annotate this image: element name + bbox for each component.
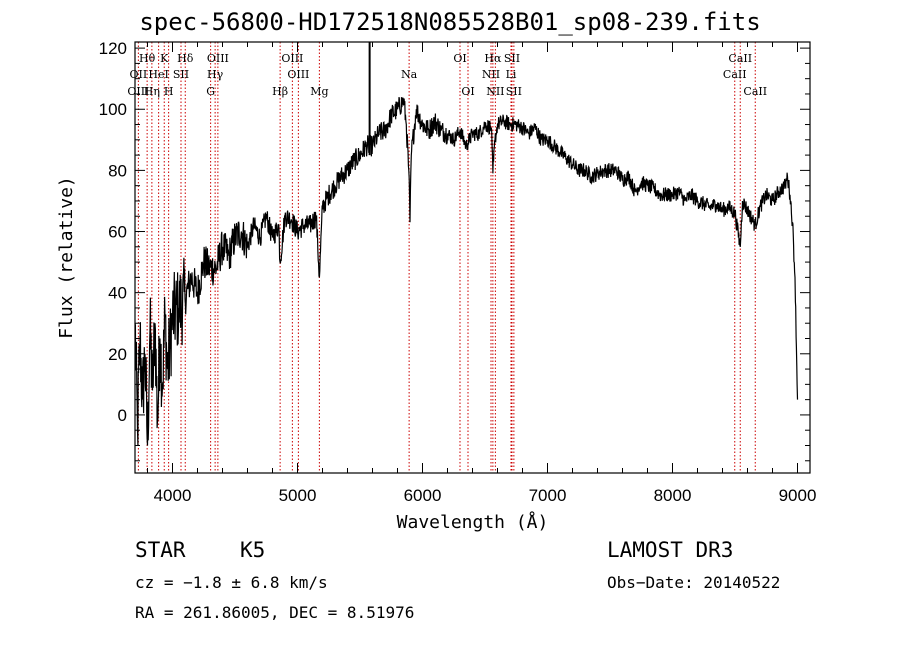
line-id-label: G xyxy=(206,85,215,98)
line-id-label: Hδ xyxy=(177,52,194,65)
line-id-label: Hγ xyxy=(207,68,224,81)
line-id-label: CaII xyxy=(743,85,767,98)
x-axis: 4000 5000 6000 7000 8000 9000 xyxy=(147,42,817,505)
y-tick-label: 40 xyxy=(108,284,127,303)
coordinates: RA = 261.86005, DEC = 8.51976 xyxy=(135,603,415,622)
y-tick-label: 100 xyxy=(99,100,127,119)
line-id-label: OIII xyxy=(287,68,309,81)
spectrum-series-line xyxy=(134,96,799,446)
x-tick-label: 7000 xyxy=(529,486,567,505)
line-id-label: OIII xyxy=(281,52,303,65)
object-class: STAR xyxy=(135,538,186,562)
y-tick-label: 60 xyxy=(108,223,127,242)
object-subclass: K5 xyxy=(240,538,266,562)
obs-date: Obs−Date: 20140522 xyxy=(607,573,781,592)
x-tick-label: 8000 xyxy=(654,486,692,505)
x-tick-label: 9000 xyxy=(779,486,817,505)
line-id-label: NII xyxy=(486,85,504,98)
line-id-label: Hθ xyxy=(139,52,156,65)
line-id-label: Hα xyxy=(484,52,502,65)
x-tick-label: 4000 xyxy=(154,486,192,505)
x-tick-label: 6000 xyxy=(404,486,442,505)
x-axis-label: Wavelength (Å) xyxy=(397,511,549,533)
plot-frame xyxy=(134,41,811,474)
y-tick-label: 20 xyxy=(108,345,127,364)
line-id-label: SII xyxy=(506,85,522,98)
y-axis: 0 20 40 60 80 100 120 xyxy=(99,39,810,462)
line-id-label: OI xyxy=(461,85,474,98)
line-id-label: Na xyxy=(401,68,418,81)
line-id-label: Hη xyxy=(144,85,160,98)
y-tick-label: 0 xyxy=(118,406,127,425)
line-id-label: OIII xyxy=(207,52,229,65)
x-tick-label: 5000 xyxy=(279,486,317,505)
line-id-label: Hβ xyxy=(272,85,288,98)
survey-name: LAMOST DR3 xyxy=(607,538,734,562)
line-id-label: Li xyxy=(506,68,517,81)
line-id-label: CaII xyxy=(728,52,752,65)
line-id-label: NII xyxy=(482,68,500,81)
line-id-label: SII xyxy=(173,68,189,81)
line-id-label: HeI xyxy=(148,68,168,81)
y-tick-label: 80 xyxy=(108,161,127,180)
y-axis-label: Flux (relative) xyxy=(56,176,77,339)
line-id-label: CaII xyxy=(723,68,747,81)
line-id-label: OIII xyxy=(127,85,149,98)
y-tick-label: 120 xyxy=(99,39,127,58)
line-id-label: K xyxy=(160,52,169,65)
redshift-cz: cz = −1.8 ± 6.8 km/s xyxy=(135,573,328,592)
line-id-label: H xyxy=(164,85,174,98)
line-id-label: Mg xyxy=(310,85,328,98)
line-id-label: OII xyxy=(130,68,148,81)
chart-title: spec-56800-HD172518N085528B01_sp08-239.f… xyxy=(139,8,761,36)
line-id-label: OI xyxy=(453,52,466,65)
line-id-label: SII xyxy=(504,52,520,65)
